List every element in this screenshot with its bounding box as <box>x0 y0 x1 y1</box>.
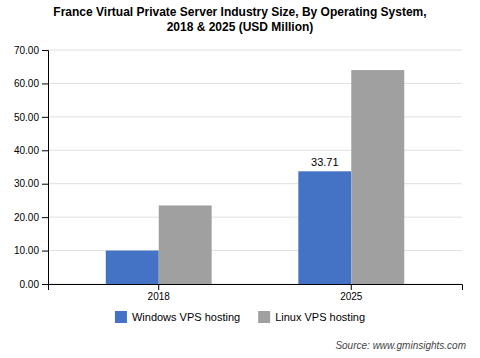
x-tick-label: 2025 <box>340 291 363 302</box>
y-tick-label: 10.00 <box>14 245 39 256</box>
legend-item: Linux VPS hosting <box>258 311 365 323</box>
y-tick-label: 30.00 <box>14 178 39 189</box>
x-tick: 2018 <box>148 284 171 302</box>
legend-swatch <box>115 311 127 323</box>
y-tick: 70.00 <box>14 45 48 56</box>
y-tick: 50.00 <box>14 112 48 123</box>
y-tick: 10.00 <box>14 245 48 256</box>
grid <box>48 50 462 284</box>
source: Source: www.gminsights.com <box>335 340 466 351</box>
y-tick-label: 40.00 <box>14 145 39 156</box>
bar <box>159 205 212 284</box>
y-tick-mark <box>42 284 48 285</box>
bar <box>298 171 351 284</box>
legend-swatch <box>258 311 270 323</box>
title: France Virtual Private Server Industry S… <box>53 5 426 34</box>
x-axis: 2018 2025 <box>49 284 463 302</box>
x-tick-mark <box>351 284 352 290</box>
x-tick: 2025 <box>340 284 363 302</box>
plot: 0.00 10.00 20.00 30.00 40.00 50.00 60.00 70.00 2… <box>14 45 463 302</box>
y-tick-label: 50.00 <box>14 112 39 123</box>
bar <box>106 251 159 284</box>
y-tick: 0.00 <box>20 279 48 290</box>
y-tick-mark <box>42 83 48 84</box>
x-tick-mark <box>158 284 159 290</box>
grid-line <box>48 50 462 51</box>
y-tick: 60.00 <box>14 78 48 89</box>
annotation: 33.71 <box>311 156 339 168</box>
y-tick-label: 20.00 <box>14 212 39 223</box>
title-line: 2018 & 2025 (USD Million) <box>167 20 314 34</box>
y-axis-line <box>42 51 49 285</box>
bar <box>351 70 404 284</box>
y-tick-mark <box>42 150 48 151</box>
y-tick-label: 0.00 <box>20 279 40 290</box>
bars <box>106 70 404 284</box>
y-tick-mark <box>42 117 48 118</box>
y-tick: 20.00 <box>14 212 48 223</box>
legend-label: Linux VPS hosting <box>275 311 365 323</box>
y-tick-mark <box>42 217 48 218</box>
chart: France Virtual Private Server Industry S… <box>0 0 480 358</box>
y-tick: 30.00 <box>14 178 48 189</box>
y-tick-mark <box>42 251 48 252</box>
legend: Windows VPS hosting Linux VPS hosting <box>115 311 365 323</box>
x-tick-label: 2018 <box>148 291 171 302</box>
y-tick-label: 70.00 <box>14 45 39 56</box>
y-tick-mark <box>42 184 48 185</box>
x-axis-line <box>49 285 463 291</box>
y-tick: 40.00 <box>14 145 48 156</box>
y-tick-mark <box>42 50 48 51</box>
y-tick-label: 60.00 <box>14 78 39 89</box>
title-line: France Virtual Private Server Industry S… <box>53 5 426 19</box>
y-axis: 0.00 10.00 20.00 30.00 40.00 50.00 60.00 70.00 <box>14 45 49 290</box>
legend-item: Windows VPS hosting <box>115 311 240 323</box>
legend-label: Windows VPS hosting <box>132 311 240 323</box>
